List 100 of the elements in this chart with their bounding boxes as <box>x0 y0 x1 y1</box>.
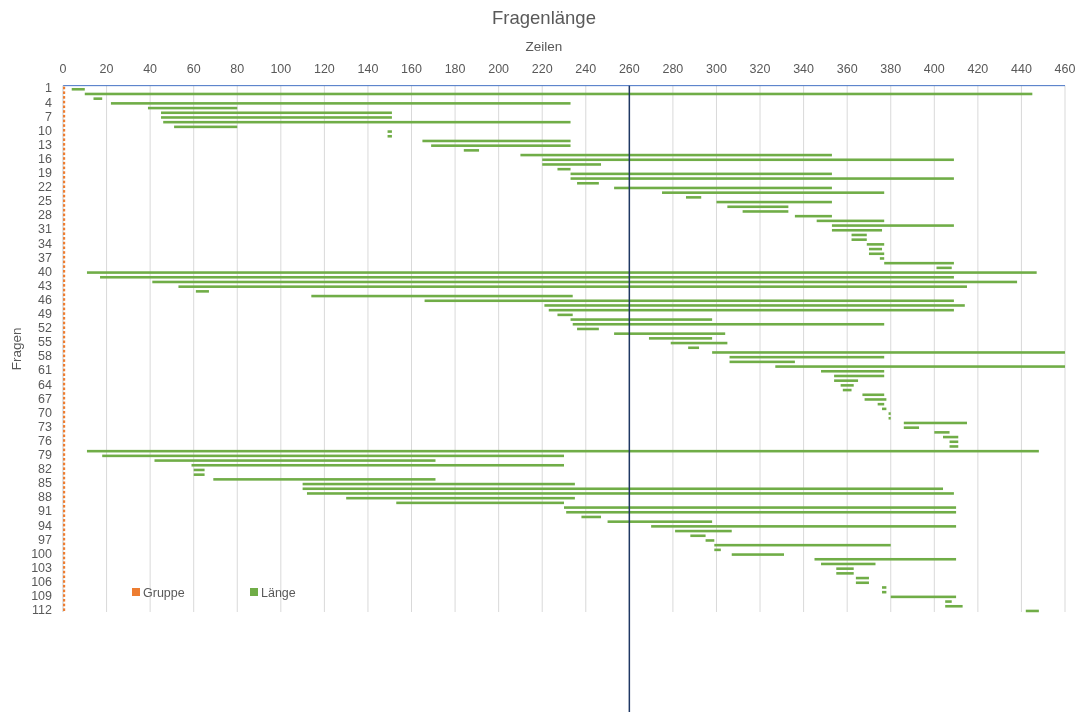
bar <box>840 384 854 387</box>
bar <box>63 124 66 127</box>
bar <box>63 298 66 301</box>
y-tick-label: 82 <box>38 462 53 477</box>
bar <box>775 365 1065 368</box>
y-tick-label: 100 <box>31 546 53 561</box>
bar <box>63 500 66 503</box>
bar <box>651 525 957 528</box>
y-tick-label: 16 <box>38 151 53 166</box>
bar <box>63 199 66 203</box>
bar <box>100 275 954 279</box>
y-tick-label: 40 <box>38 264 53 279</box>
bar <box>570 177 954 180</box>
bar <box>570 318 713 321</box>
y-tick-label: 28 <box>38 208 53 223</box>
x-tick-label: 360 <box>836 62 858 76</box>
bar <box>63 580 66 583</box>
bar <box>949 445 959 448</box>
y-tick-label: 73 <box>38 419 53 434</box>
bar <box>63 110 66 113</box>
bar <box>63 171 66 174</box>
bar <box>63 326 66 329</box>
bar <box>63 514 66 517</box>
bar <box>945 604 963 608</box>
bar <box>63 157 66 160</box>
x-tick-label: 80 <box>230 62 245 76</box>
bar <box>63 340 66 344</box>
y-tick-label: 79 <box>38 448 53 463</box>
bar <box>934 431 950 434</box>
bar <box>834 379 859 382</box>
y-axis-title: Fragen <box>9 327 24 371</box>
bar <box>86 271 1037 274</box>
bar <box>63 269 66 273</box>
y-tick-label: 4 <box>45 95 53 110</box>
y-tick-label: 13 <box>38 137 53 152</box>
bar <box>836 572 854 575</box>
bar <box>63 486 66 489</box>
bar <box>662 191 885 194</box>
y-tick-label: 7 <box>45 109 53 124</box>
bar <box>63 519 66 522</box>
bar <box>63 425 66 428</box>
y-tick-label: 97 <box>38 532 53 547</box>
y-tick-label: 76 <box>38 433 53 448</box>
bar <box>879 257 885 260</box>
bar <box>572 322 885 326</box>
bar <box>742 210 789 213</box>
bar <box>63 575 66 579</box>
y-tick-label: 46 <box>38 292 53 307</box>
bar <box>577 181 599 185</box>
bar <box>306 492 954 495</box>
bar <box>566 510 957 514</box>
bar <box>213 478 436 481</box>
y-tick-label: 112 <box>32 603 53 618</box>
y-tick-label: 106 <box>31 574 53 589</box>
x-tick-label: 40 <box>143 62 158 76</box>
x-axis-title: Zeilen <box>525 39 563 54</box>
bar <box>63 237 66 240</box>
y-tick-label: 94 <box>38 518 53 533</box>
bar <box>614 332 726 335</box>
bar <box>63 387 66 391</box>
bar <box>836 567 854 570</box>
y-tick-label: 25 <box>38 194 53 209</box>
x-tick-label: 380 <box>880 62 902 76</box>
bar <box>387 130 392 133</box>
y-tick-label: 70 <box>38 405 53 420</box>
x-tick-label: 280 <box>662 62 684 76</box>
bar <box>63 457 66 461</box>
bar <box>63 406 66 409</box>
bar <box>63 190 66 193</box>
x-tick-label: 100 <box>270 62 292 76</box>
bar <box>63 138 66 141</box>
bar <box>154 459 436 462</box>
bar <box>63 420 66 423</box>
bar <box>63 152 66 156</box>
bar <box>302 487 944 491</box>
bar <box>903 426 920 429</box>
bar <box>63 279 66 282</box>
y-tick-label: 103 <box>31 560 53 575</box>
y-tick-label: 109 <box>31 589 53 604</box>
bar <box>63 608 66 611</box>
x-tick-label: 440 <box>1011 62 1032 76</box>
bar <box>63 222 66 226</box>
bar <box>63 453 66 456</box>
bar <box>712 351 1065 354</box>
bar <box>110 102 571 105</box>
y-tick-label: 10 <box>38 123 53 138</box>
bar <box>63 467 66 470</box>
bar <box>63 293 66 297</box>
bar <box>63 284 66 287</box>
bar <box>63 363 66 367</box>
y-tick-label: 34 <box>38 236 53 251</box>
bar <box>862 393 885 397</box>
x-tick-label: 220 <box>531 62 553 76</box>
bar <box>63 594 66 597</box>
bar <box>63 91 66 94</box>
bar <box>949 440 959 444</box>
bar <box>63 373 66 376</box>
y-tick-label: 67 <box>38 391 53 406</box>
y-tick-label: 37 <box>38 250 53 265</box>
x-tick-label: 140 <box>357 62 379 76</box>
